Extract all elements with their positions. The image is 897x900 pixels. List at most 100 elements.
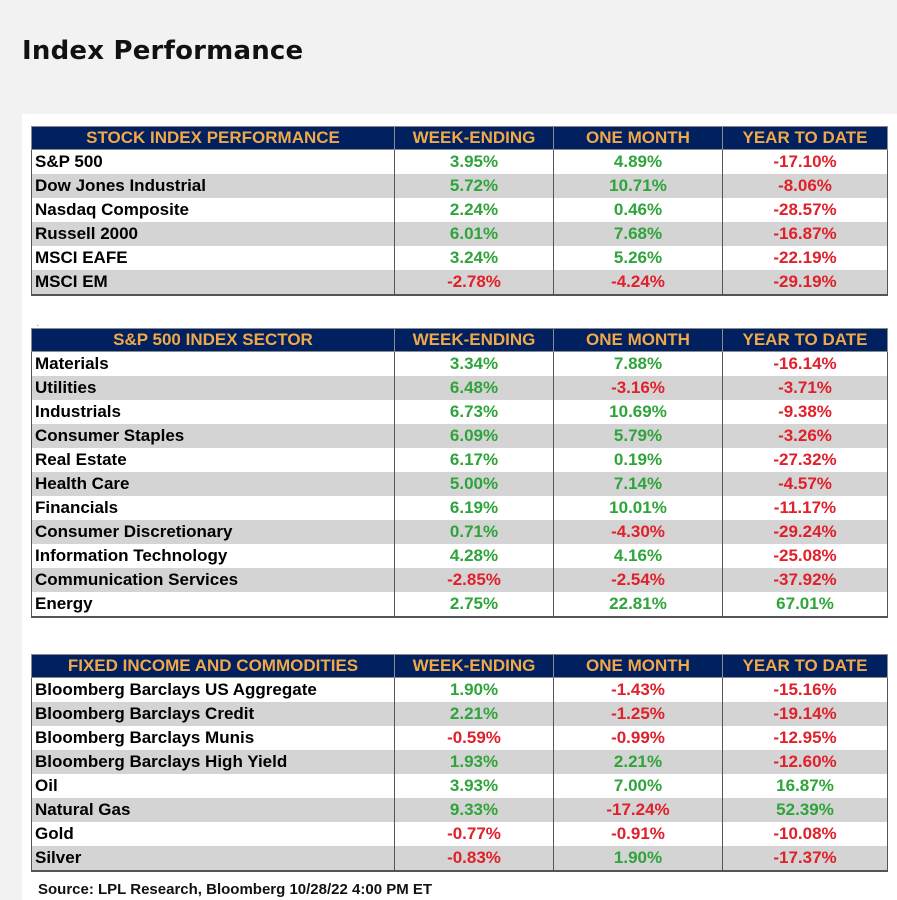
week-ending-value: 1.93% [394,750,554,774]
year-to-date-value: -11.17% [722,496,888,520]
week-ending-value: 6.19% [394,496,554,520]
one-month-value: 4.16% [553,544,723,568]
year-to-date-value: -3.71% [722,376,888,400]
one-month-value: 7.00% [553,774,723,798]
table-row: Natural Gas 9.33% -17.24% 52.39% [31,798,888,822]
table-row: Silver -0.83% 1.90% -17.37% [31,846,888,872]
table-row: Russell 2000 6.01% 7.68% -16.87% [31,222,888,246]
week-ending-value: 2.75% [394,592,554,618]
row-label: Nasdaq Composite [31,198,395,222]
week-ending-value: 4.28% [394,544,554,568]
header-year-to-date: YEAR TO DATE [722,328,888,352]
year-to-date-value: -22.19% [722,246,888,270]
table-row: MSCI EM -2.78% -4.24% -29.19% [31,270,888,296]
row-label: Bloomberg Barclays US Aggregate [31,677,395,702]
table-row: MSCI EAFE 3.24% 5.26% -22.19% [31,246,888,270]
year-to-date-value: -28.57% [722,198,888,222]
week-ending-value: 6.48% [394,376,554,400]
header-category: FIXED INCOME AND COMMODITIES [31,654,395,678]
header-week-ending: WEEK-ENDING [394,328,554,352]
one-month-value: -17.24% [553,798,723,822]
table-row: Oil 3.93% 7.00% 16.87% [31,774,888,798]
one-month-value: -3.16% [553,376,723,400]
year-to-date-value: -29.19% [722,270,888,296]
year-to-date-value: -16.87% [722,222,888,246]
row-label: Oil [31,774,395,798]
week-ending-value: 1.90% [394,677,554,702]
table-header-row: STOCK INDEX PERFORMANCE WEEK-ENDING ONE … [31,126,888,150]
week-ending-value: 3.95% [394,149,554,174]
table-row: Consumer Discretionary 0.71% -4.30% -29.24% [31,520,888,544]
year-to-date-value: -16.14% [722,351,888,376]
one-month-value: -4.30% [553,520,723,544]
header-one-month: ONE MONTH [553,126,723,150]
table-row: Bloomberg Barclays Credit 2.21% -1.25% -19.… [31,702,888,726]
table-row: Communication Services -2.85% -2.54% -37.92… [31,568,888,592]
performance-panel: STOCK INDEX PERFORMANCE WEEK-ENDING ONE … [22,114,897,900]
divider-mark: · [36,320,40,331]
one-month-value: -2.54% [553,568,723,592]
year-to-date-value: 16.87% [722,774,888,798]
table-row: Bloomberg Barclays US Aggregate 1.90% -1.4… [31,677,888,702]
one-month-value: 10.71% [553,174,723,198]
header-one-month: ONE MONTH [553,654,723,678]
one-month-value: 0.46% [553,198,723,222]
row-label: Consumer Discretionary [31,520,395,544]
one-month-value: -1.43% [553,677,723,702]
table-row: Utilities 6.48% -3.16% -3.71% [31,376,888,400]
year-to-date-value: -4.57% [722,472,888,496]
row-label: MSCI EM [31,270,395,296]
fixed-income-commodities-table: FIXED INCOME AND COMMODITIES WEEK-ENDING… [31,654,888,872]
one-month-value: 2.21% [553,750,723,774]
year-to-date-value: -10.08% [722,822,888,846]
one-month-value: 10.69% [553,400,723,424]
row-label: Consumer Staples [31,424,395,448]
stock-index-table: STOCK INDEX PERFORMANCE WEEK-ENDING ONE … [31,126,888,296]
row-label: Bloomberg Barclays Credit [31,702,395,726]
week-ending-value: 3.24% [394,246,554,270]
header-category: S&P 500 INDEX SECTOR [31,328,395,352]
table-header-row: FIXED INCOME AND COMMODITIES WEEK-ENDING… [31,654,888,678]
year-to-date-value: 67.01% [722,592,888,618]
year-to-date-value: -8.06% [722,174,888,198]
row-label: Bloomberg Barclays High Yield [31,750,395,774]
week-ending-value: 3.34% [394,351,554,376]
year-to-date-value: -15.16% [722,677,888,702]
year-to-date-value: 52.39% [722,798,888,822]
row-label: Bloomberg Barclays Munis [31,726,395,750]
week-ending-value: 6.09% [394,424,554,448]
row-label: Gold [31,822,395,846]
year-to-date-value: -9.38% [722,400,888,424]
table-row: Bloomberg Barclays Munis -0.59% -0.99% -12.… [31,726,888,750]
header-year-to-date: YEAR TO DATE [722,126,888,150]
one-month-value: -0.99% [553,726,723,750]
row-label: Silver [31,846,395,872]
header-year-to-date: YEAR TO DATE [722,654,888,678]
header-category: STOCK INDEX PERFORMANCE [31,126,395,150]
week-ending-value: 5.00% [394,472,554,496]
one-month-value: 10.01% [553,496,723,520]
table-row: Nasdaq Composite 2.24% 0.46% -28.57% [31,198,888,222]
one-month-value: 7.88% [553,351,723,376]
table-row: S&P 500 3.95% 4.89% -17.10% [31,149,888,174]
week-ending-value: 9.33% [394,798,554,822]
row-label: Communication Services [31,568,395,592]
row-label: Russell 2000 [31,222,395,246]
one-month-value: 5.26% [553,246,723,270]
year-to-date-value: -25.08% [722,544,888,568]
table-row: Bloomberg Barclays High Yield 1.93% 2.21% -… [31,750,888,774]
week-ending-value: -0.77% [394,822,554,846]
week-ending-value: 6.17% [394,448,554,472]
week-ending-value: 3.93% [394,774,554,798]
row-label: Dow Jones Industrial [31,174,395,198]
year-to-date-value: -3.26% [722,424,888,448]
table-row: Health Care 5.00% 7.14% -4.57% [31,472,888,496]
one-month-value: 4.89% [553,149,723,174]
table-header-row: S&P 500 INDEX SECTOR WEEK-ENDING ONE MON… [31,328,888,352]
row-label: Industrials [31,400,395,424]
row-label: Materials [31,351,395,376]
one-month-value: -4.24% [553,270,723,296]
week-ending-value: 0.71% [394,520,554,544]
one-month-value: 0.19% [553,448,723,472]
table-row: Consumer Staples 6.09% 5.79% -3.26% [31,424,888,448]
